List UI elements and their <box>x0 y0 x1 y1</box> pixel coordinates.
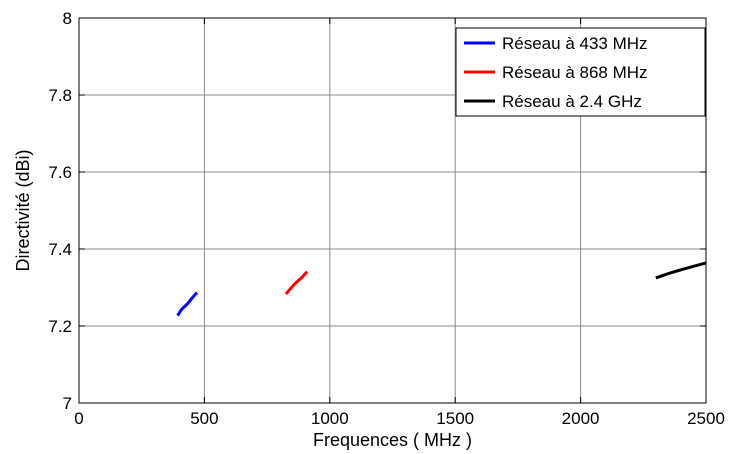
x-tick-label: 0 <box>74 409 83 428</box>
plot-area-frame <box>78 17 707 404</box>
x-tick-label: 1500 <box>436 409 474 428</box>
series-line-2 <box>284 270 309 295</box>
axis-ticks: 0 500 1000 1500 2000 2500 7 7.2 7.4 7.6 7.8 8 <box>48 9 725 428</box>
x-axis-label: Frequences ( MHz ) <box>313 430 472 450</box>
series-group <box>176 261 707 317</box>
x-tick-label: 2000 <box>562 409 600 428</box>
legend-label: Réseau à 868 MHz <box>502 63 648 82</box>
y-tick-label: 7.6 <box>48 163 72 182</box>
legend-label: Réseau à 2.4 GHz <box>502 92 642 111</box>
y-axis-label: Directivité (dBi) <box>13 149 33 271</box>
y-tick-label: 7.2 <box>48 317 72 336</box>
x-tick-label: 2500 <box>687 409 725 428</box>
y-tick-label: 8 <box>63 9 72 28</box>
y-tick-label: 7.8 <box>48 86 72 105</box>
y-tick-label: 7 <box>63 394 72 413</box>
y-tick-label: 7.4 <box>48 240 72 259</box>
legend: Réseau à 433 MHz Réseau à 868 MHz Réseau à… <box>455 27 706 117</box>
series-line-3 <box>655 261 707 280</box>
x-tick-label: 500 <box>190 409 218 428</box>
series-line-1 <box>176 291 199 317</box>
x-tick-label: 1000 <box>311 409 349 428</box>
legend-label: Réseau à 433 MHz <box>502 34 648 53</box>
legend-box <box>455 27 706 117</box>
